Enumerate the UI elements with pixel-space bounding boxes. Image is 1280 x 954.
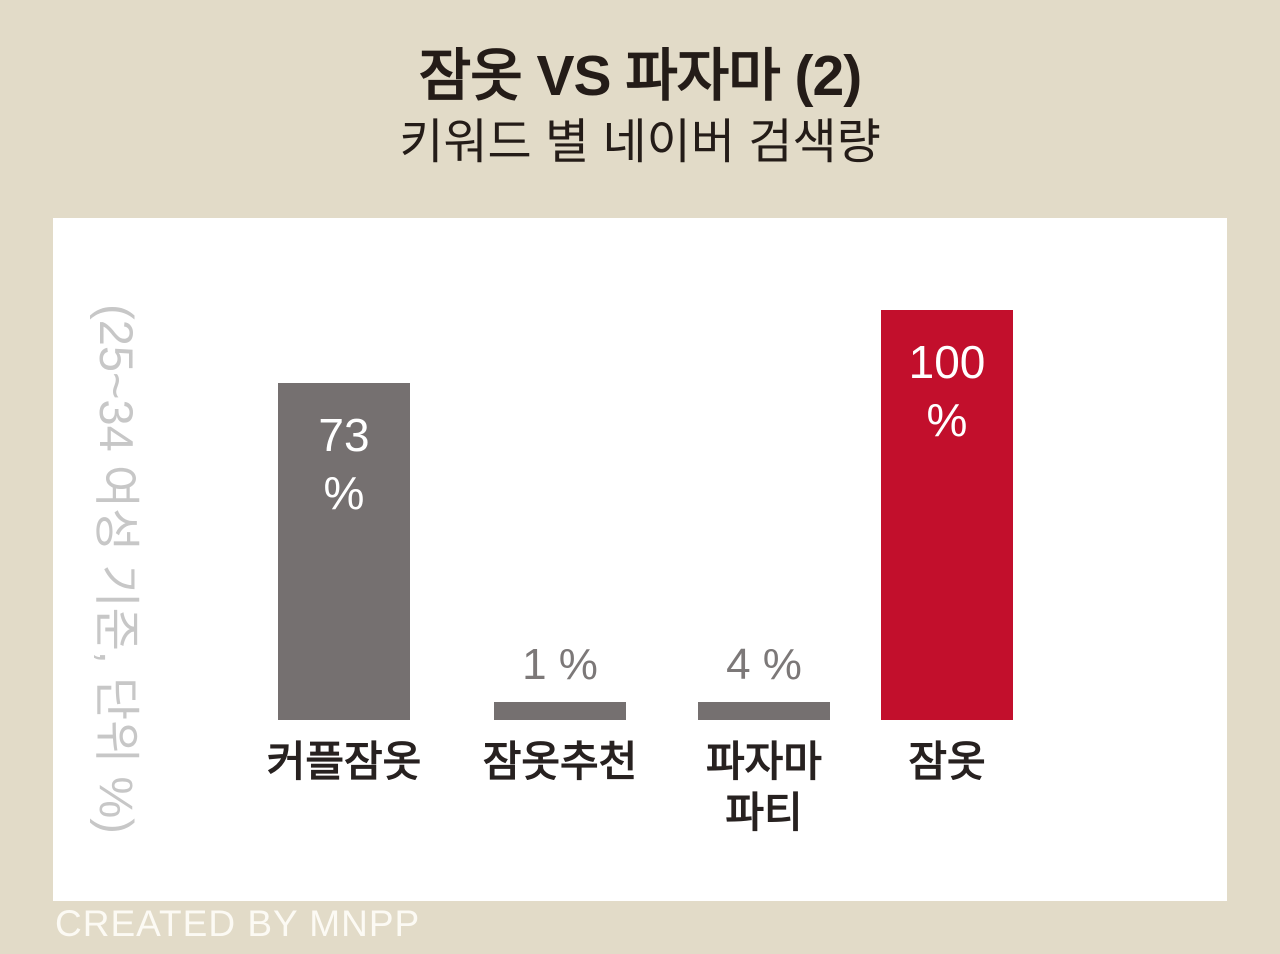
chart-panel: (25~34 여성 기준, 단위 %) 73 % 커플잠옷 1 % 잠옷추천 4 % 파자…: [53, 218, 1227, 901]
bar-value-label: 100 %: [908, 336, 986, 446]
bar-value-label: 1 %: [522, 640, 598, 689]
bar: [494, 702, 626, 720]
bar-category-label: 커플잠옷: [266, 738, 422, 785]
bar: [698, 702, 830, 720]
bars-area: 73 % 커플잠옷 1 % 잠옷추천 4 % 파자마 파티 100 % 잠옷: [53, 218, 1227, 901]
bar-value-label: 73 %: [318, 409, 370, 519]
bar-category-label: 잠옷: [908, 738, 986, 785]
header: 잠옷 VS 파자마 (2) 키워드 별 네이버 검색량: [0, 42, 1280, 172]
bar: 73 %: [278, 383, 410, 720]
bar-category-label: 파자마 파티: [706, 738, 822, 837]
bar-value-label: 4 %: [726, 640, 802, 689]
bar: 100 %: [881, 310, 1013, 720]
page-title: 잠옷 VS 파자마 (2): [418, 44, 862, 108]
credit-text: CREATED BY MNPP: [55, 903, 421, 944]
bar-category-label: 잠옷추천: [482, 738, 638, 785]
page-subtitle: 키워드 별 네이버 검색량: [399, 116, 881, 170]
